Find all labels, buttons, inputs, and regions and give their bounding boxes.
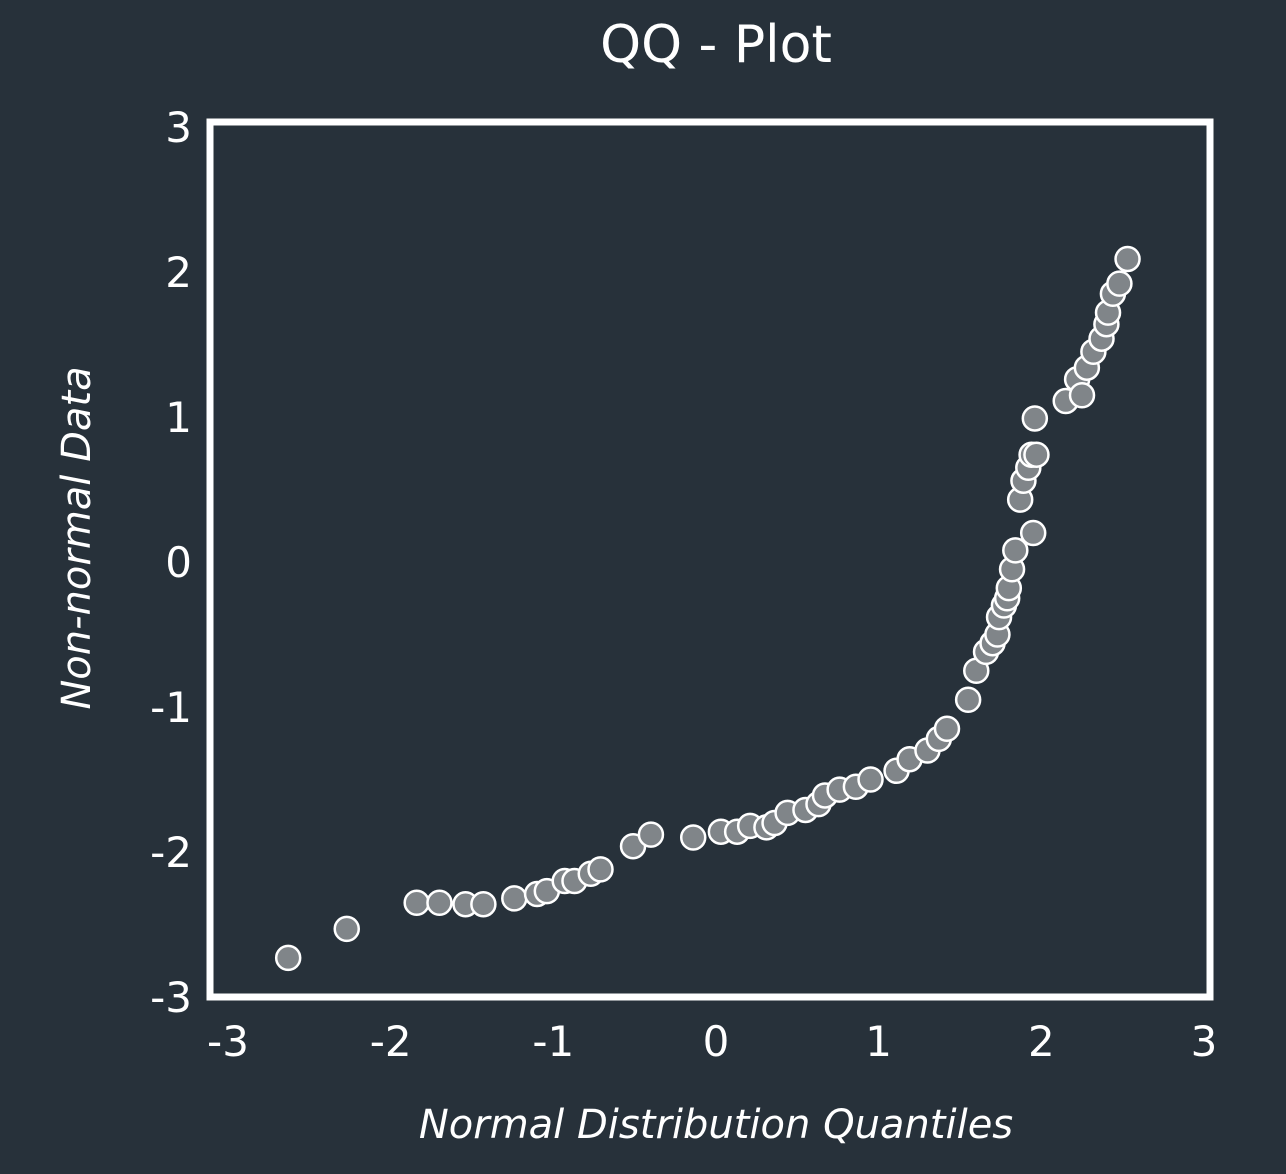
x-tick-label: 0	[703, 1017, 730, 1066]
plot-frame	[206, 118, 1214, 1001]
data-point	[1021, 405, 1049, 432]
y-tick-label: 1	[165, 393, 192, 442]
data-point	[637, 821, 665, 848]
x-tick-label: -2	[370, 1017, 412, 1066]
data-point	[1106, 270, 1133, 297]
data-points	[274, 245, 1141, 972]
data-point	[333, 915, 360, 943]
data-point	[470, 890, 497, 918]
data-point	[1019, 519, 1047, 547]
data-point	[954, 686, 982, 713]
data-point	[933, 715, 961, 742]
y-tick-label: -1	[150, 683, 192, 732]
data-point	[501, 885, 528, 912]
data-point	[274, 944, 302, 972]
data-point	[1114, 245, 1141, 273]
x-tick-label: 2	[1028, 1017, 1055, 1066]
x-axis-label: Normal Distribution Quantiles	[419, 1102, 1013, 1148]
data-point	[1002, 537, 1029, 564]
y-tick-label: 2	[165, 248, 192, 297]
y-tick-label: 3	[165, 103, 192, 152]
data-point	[403, 889, 430, 916]
x-axis-ticks: -3 -2 -1 0 1 2 3	[207, 1017, 1217, 1066]
data-point	[587, 856, 614, 883]
data-point	[857, 766, 884, 793]
y-tick-label: -3	[150, 973, 192, 1022]
data-point	[426, 889, 453, 916]
y-axis-label: Non-normal Data	[54, 366, 100, 709]
x-tick-label: -1	[532, 1017, 574, 1066]
x-tick-label: 3	[1191, 1017, 1218, 1066]
data-point	[679, 824, 707, 851]
y-tick-label: 0	[165, 538, 192, 587]
y-axis-ticks: -3 -2 -1 0 1 2 3	[150, 103, 192, 1022]
x-tick-label: -3	[207, 1017, 249, 1066]
y-tick-label: -2	[150, 828, 192, 877]
x-tick-label: 1	[865, 1017, 892, 1066]
data-point	[1068, 382, 1096, 409]
data-point	[1023, 441, 1050, 468]
chart-title: QQ - Plot	[600, 15, 832, 75]
